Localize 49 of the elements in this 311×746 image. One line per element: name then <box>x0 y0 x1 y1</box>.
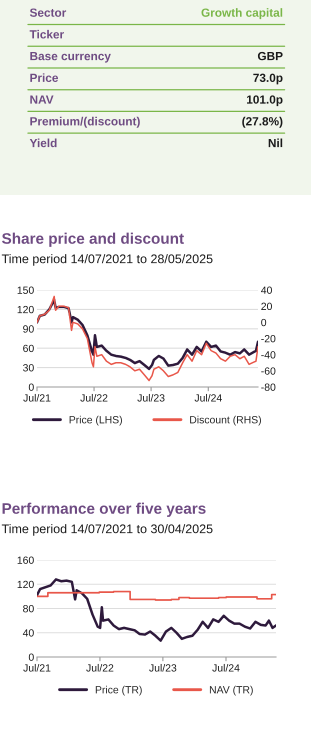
line-series <box>37 578 276 642</box>
text: GBP <box>258 52 283 60</box>
y-tick-label: 30 <box>23 364 34 372</box>
text: Nil <box>268 138 282 148</box>
y2-tick-label: -60 <box>261 367 276 375</box>
x-tick-label: Jul/24 <box>212 664 240 672</box>
y-tick-label: 60 <box>23 344 34 352</box>
category-label: Yield <box>30 138 57 148</box>
category-label: NAV <box>30 95 54 104</box>
y-tick-label: 0 <box>28 384 34 391</box>
y-tick-label: 160 <box>18 556 34 564</box>
text: 101.0p <box>247 95 283 106</box>
legend-label: Price (LHS) <box>70 416 122 426</box>
legend-label: NAV (TR) <box>210 686 253 696</box>
y-tick-label: 120 <box>18 580 34 588</box>
x-tick-label: Jul/22 <box>80 394 108 402</box>
legend-label: Discount (RHS) <box>190 416 261 426</box>
x-tick-label: Jul/23 <box>149 664 176 672</box>
y2-tick-label: -20 <box>261 335 276 342</box>
x-tick-label: Jul/21 <box>23 394 50 402</box>
text: (27.8%) <box>242 116 282 128</box>
text: Growth capital <box>202 8 282 20</box>
chart-subtitle: Time period 14/07/2021 to 28/05/2025 <box>2 254 213 266</box>
x-tick-label: Jul/24 <box>194 394 222 402</box>
y2-tick-label: 20 <box>261 302 272 310</box>
y-tick-label: 0 <box>28 654 34 661</box>
category-label: Base currency <box>30 52 111 63</box>
y2-tick-label: 40 <box>261 286 272 294</box>
y2-tick-label: -40 <box>261 351 276 359</box>
y-tick-label: 90 <box>23 325 34 333</box>
y-tick-label: 80 <box>23 605 34 612</box>
legend-label: Price (TR) <box>96 686 142 696</box>
y-tick-label: 40 <box>22 629 34 637</box>
y-tick-label: 120 <box>18 306 34 314</box>
chart-title: Performance over five years <box>2 502 206 517</box>
y2-tick-label: -80 <box>261 384 276 391</box>
category-label: Price <box>30 73 58 82</box>
chart-subtitle: Time period 14/07/2021 to 30/04/2025 <box>2 524 213 536</box>
chart-title: Share price and discount <box>2 232 184 247</box>
x-tick-label: Jul/22 <box>86 664 114 672</box>
category-label: Sector <box>30 8 66 17</box>
category-label: Premium/(discount) <box>30 116 140 128</box>
text: 73.0p <box>253 74 283 84</box>
y-tick-label: 150 <box>18 286 34 294</box>
y2-tick-label: 0 <box>261 318 266 326</box>
x-tick-label: Jul/21 <box>23 664 50 672</box>
line-series <box>37 296 258 382</box>
x-tick-label: Jul/23 <box>137 394 165 402</box>
category-label: Ticker <box>30 30 64 39</box>
